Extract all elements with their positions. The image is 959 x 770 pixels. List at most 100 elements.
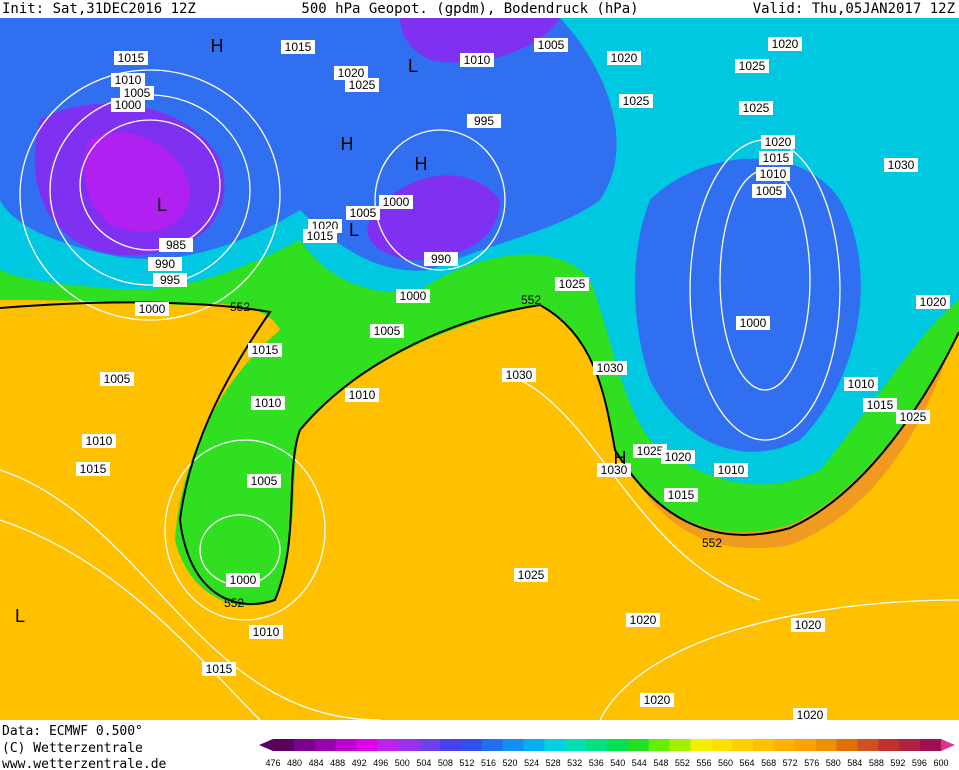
isobar-label: 1020	[338, 66, 365, 80]
colorbar-tick-label: 492	[352, 758, 367, 768]
colorbar-tick-label: 556	[696, 758, 711, 768]
colorbar-swatch	[523, 739, 545, 751]
isobar-label-box	[916, 295, 950, 309]
isobar-label: 1020	[795, 618, 822, 632]
colorbar-tick-label: 580	[826, 758, 841, 768]
isobar-label: 1025	[623, 94, 650, 108]
height-label: 552	[702, 536, 722, 550]
colorbar-end	[259, 739, 273, 751]
pressure-center: L	[157, 195, 167, 215]
isobar-label: 1020	[630, 613, 657, 627]
colorbar-tick-label: 536	[589, 758, 604, 768]
colorbar-swatch	[586, 739, 608, 751]
colorbar-swatch	[565, 739, 587, 751]
colorbar-swatch	[335, 739, 357, 751]
field	[0, 18, 959, 720]
isobar-label: 1005	[538, 38, 565, 52]
pressure-center: L	[349, 220, 359, 240]
isobar-label-box	[514, 568, 548, 582]
isobar-label-box	[761, 135, 795, 149]
isobar-label: 1015	[867, 398, 894, 412]
isobar-label-box	[619, 94, 653, 108]
isobar-label-box	[626, 613, 660, 627]
isobar-label-box	[534, 38, 568, 52]
pressure-center: H	[211, 36, 224, 56]
isobar-label: 1015	[763, 151, 790, 165]
colorbar-tick-label: 544	[632, 758, 647, 768]
pressure-center: H	[614, 448, 627, 468]
init-time: Init: Sat,31DEC2016 12Z	[2, 1, 196, 17]
colorbar-tick-label: 564	[740, 758, 755, 768]
colorbar-swatch	[627, 739, 650, 751]
colorbar-tick-label: 572	[783, 758, 798, 768]
colorbar-swatch	[899, 739, 921, 751]
isobar-label-box	[467, 114, 501, 128]
isobar-label: 1000	[230, 573, 257, 587]
colorbar-swatch	[440, 739, 462, 751]
isobar-label: 1015	[118, 51, 145, 65]
contour-552	[0, 301, 959, 605]
colorbar-swatch	[544, 739, 566, 751]
isobar-label-box	[114, 51, 148, 65]
isobar-label-box	[597, 463, 631, 477]
isobar-label-box	[111, 98, 145, 112]
isobar-label-box	[844, 377, 878, 391]
colorbar-tick-label: 592	[890, 758, 905, 768]
colorbar-swatch	[711, 739, 733, 751]
isobar-label-box	[896, 410, 930, 424]
isobar-label: 1015	[285, 40, 312, 54]
isobar-label: 1030	[597, 361, 624, 375]
isobar-label-box	[76, 462, 110, 476]
isobar-label-box	[664, 488, 698, 502]
colorbar-swatch	[419, 739, 441, 751]
isobar-label-box	[202, 662, 236, 676]
isobar-label-box	[346, 206, 380, 220]
pressure-center: L	[15, 606, 25, 626]
colorbar-tick-label: 540	[610, 758, 625, 768]
isobar-label: 1025	[559, 277, 586, 291]
isobar-label-box	[752, 184, 786, 198]
valid-time: Valid: Thu,05JAN2017 12Z	[753, 1, 955, 17]
colorbar-tick-label: 596	[912, 758, 927, 768]
isobar-label-box	[248, 343, 282, 357]
colorbar-tick-label: 480	[287, 758, 302, 768]
colorbar-swatch	[920, 739, 942, 751]
map-title: 500 hPa Geopot. (gpdm), Bodendruck (hPa)	[301, 1, 638, 17]
colorbar-swatch	[460, 739, 483, 751]
isobar-label: 1020	[920, 295, 947, 309]
isobar-label-box	[502, 368, 536, 382]
colorbar-tick-label: 560	[718, 758, 733, 768]
colorbar-tick-label: 568	[761, 758, 776, 768]
isobar-label: 990	[431, 252, 451, 266]
colorbar-tick-label: 528	[546, 758, 561, 768]
colorbar-swatch	[502, 739, 524, 751]
isobar-label: 1005	[104, 372, 131, 386]
isobar-label-box	[714, 463, 748, 477]
pressure-center: H	[415, 154, 428, 174]
colorbar-tick-label: 576	[804, 758, 819, 768]
height-label: 552	[224, 596, 244, 610]
isobar-label-box	[251, 396, 285, 410]
isobar-label-box	[756, 167, 790, 181]
isobar-label-box	[120, 86, 154, 100]
data-source: Data: ECMWF 0.500°	[2, 724, 143, 739]
colorbar-swatch	[794, 739, 817, 751]
isobar-label-box	[736, 316, 770, 330]
isobar-label-box	[735, 59, 769, 73]
isobar-label: 1015	[206, 662, 233, 676]
colorbar-tick-label: 516	[481, 758, 496, 768]
isobar-label: 1005	[756, 184, 783, 198]
isobar-label: 1030	[506, 368, 533, 382]
isobar-label-box	[759, 151, 793, 165]
isobar-label: 995	[474, 114, 494, 128]
isobar-label: 1030	[601, 463, 628, 477]
isobar-label: 1000	[115, 98, 142, 112]
isobar-label-box	[100, 372, 134, 386]
isobar-label-box	[768, 37, 802, 51]
isobar-label-box	[247, 474, 281, 488]
colorbar-tick-label: 552	[675, 758, 690, 768]
isobar-label: 1020	[611, 51, 638, 65]
colorbar-swatch	[314, 739, 337, 751]
colorbar-swatch	[878, 739, 900, 751]
